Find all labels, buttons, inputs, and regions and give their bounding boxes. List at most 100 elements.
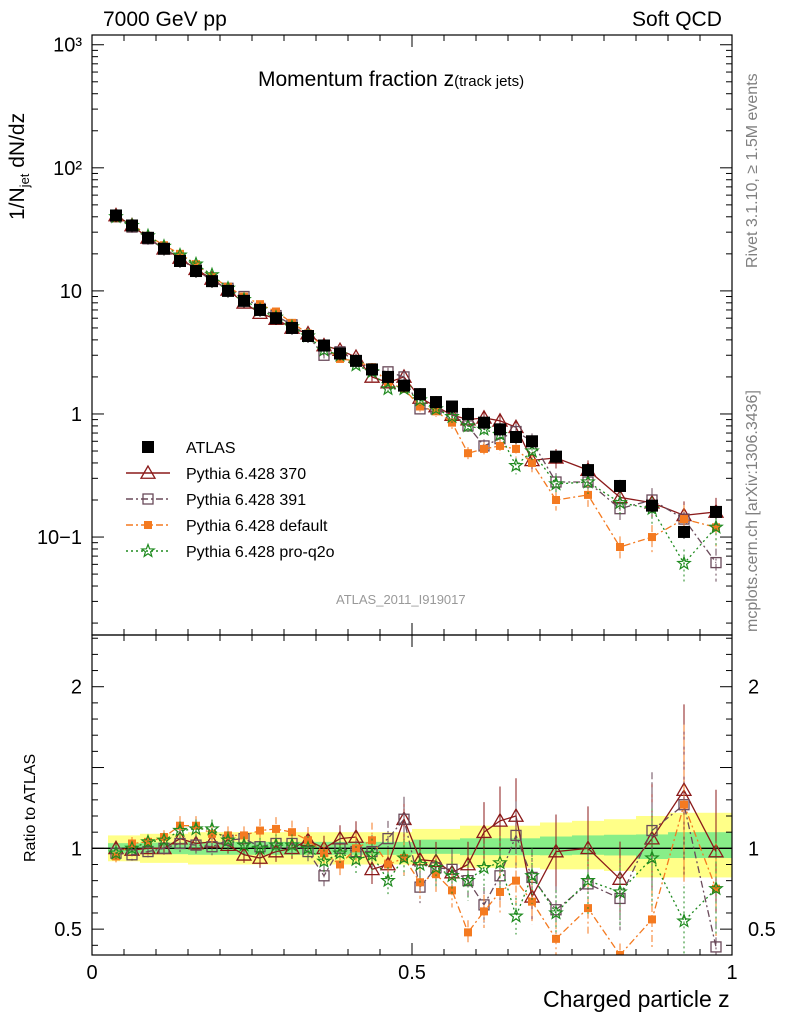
x-tick-label: 1 <box>726 962 737 984</box>
ratio-point <box>512 876 520 885</box>
reference-points <box>110 209 722 539</box>
header-left: 7000 GeV pp <box>103 8 227 31</box>
ratio-point <box>432 870 440 879</box>
ratio-point <box>203 833 221 848</box>
reference-point <box>478 416 490 429</box>
legend-marker <box>140 542 156 558</box>
reference-point <box>414 388 426 401</box>
legend-label: Pythia 6.428 pro-q2o <box>186 544 335 561</box>
ratio-y-tick-label-left: 2 <box>71 677 82 699</box>
ratio-point <box>364 846 380 862</box>
ratio-point <box>491 812 509 827</box>
reference-point <box>614 479 626 492</box>
legend: ATLAS Pythia 6.428 370 Pythia 6.428 391 Pyt… <box>126 440 335 561</box>
ratio-point <box>460 872 476 888</box>
ratio-point <box>256 826 264 835</box>
ratio-y-tick-label-left: 1 <box>71 838 82 860</box>
ratio-point <box>235 846 253 861</box>
ratio-point <box>548 904 564 920</box>
reference-point <box>190 265 202 278</box>
ratio-point <box>288 828 296 837</box>
ratio-point <box>156 832 172 847</box>
legend-label: Pythia 6.428 391 <box>186 492 306 509</box>
ratio-point <box>528 897 536 906</box>
legend-marker <box>144 521 152 529</box>
ratio-point <box>236 836 252 852</box>
main-y-tick-label: 10−1 <box>37 527 82 549</box>
reference-point <box>710 505 722 518</box>
reference-point <box>646 499 658 512</box>
series-point <box>192 260 200 269</box>
reference-point <box>158 242 170 255</box>
ratio-point <box>160 833 168 842</box>
series-point <box>712 523 720 532</box>
series-point <box>676 555 692 571</box>
ratio-point <box>464 928 472 937</box>
reference-point <box>382 370 394 383</box>
ratio-point <box>648 915 656 924</box>
ratio-point <box>208 829 216 838</box>
ratio-point <box>712 884 720 893</box>
ratio-point <box>400 854 408 863</box>
series-point <box>616 543 624 552</box>
ratio-point <box>190 839 202 851</box>
series-point <box>548 475 564 491</box>
ratio-line <box>115 828 717 923</box>
ratio-point <box>580 872 596 888</box>
ratio-point <box>396 849 412 865</box>
ratio-point <box>616 951 624 955</box>
ratio-point <box>508 907 524 923</box>
series-point <box>528 458 536 467</box>
uncertainty-band-inner <box>444 839 460 854</box>
x-tick-label: 0.5 <box>398 962 426 984</box>
reference-point <box>550 450 562 463</box>
reference-point <box>238 294 250 307</box>
ratio-point <box>108 844 124 860</box>
chart-title: Momentum fraction z(track jets) <box>258 68 524 92</box>
reference-point <box>222 284 234 297</box>
series-point <box>480 444 488 453</box>
ratio-point <box>272 824 280 833</box>
ratio-point <box>251 849 269 864</box>
ratio-point <box>644 849 660 865</box>
reference-point <box>206 275 218 288</box>
series-point <box>444 408 460 424</box>
reference-point <box>254 303 266 316</box>
reference-point <box>302 330 314 343</box>
main-y-tick-label: 10 <box>60 281 82 303</box>
series-point <box>464 449 472 458</box>
reference-point <box>398 379 410 392</box>
chart-title-sub: (track jets) <box>454 73 525 90</box>
reference-point <box>174 254 186 267</box>
reference-point <box>334 347 346 360</box>
ratio-point <box>172 822 188 838</box>
analysis-label: ATLAS_2011_I919017 <box>336 592 466 607</box>
series-point <box>496 441 504 450</box>
ratio-point <box>448 886 456 895</box>
ratio-point <box>140 833 156 849</box>
ratio-point <box>444 867 460 883</box>
series-ratio-3 <box>108 808 724 955</box>
ratio-point <box>550 904 562 916</box>
ratio-point <box>708 880 724 896</box>
series-main-0 <box>107 207 725 535</box>
uncertainty-band-inner <box>524 838 540 856</box>
ratio-point <box>240 831 248 840</box>
reference-point <box>286 321 298 334</box>
main-y-tick-label: 10² <box>53 158 82 180</box>
ratio-point <box>459 856 477 871</box>
ratio-point <box>174 837 186 850</box>
legend-marker <box>142 493 154 505</box>
series-point <box>508 457 524 473</box>
ratio-point <box>676 912 692 928</box>
series-point <box>680 515 688 524</box>
legend-label: Pythia 6.428 default <box>186 518 328 535</box>
ratio-point <box>268 836 284 852</box>
series-point <box>512 444 520 453</box>
legend-label: Pythia 6.428 370 <box>186 466 306 483</box>
chart-title-main: Momentum fraction z <box>258 68 455 91</box>
ratio-point <box>380 872 396 888</box>
ratio-point <box>612 883 628 899</box>
ratio-point <box>412 856 428 872</box>
